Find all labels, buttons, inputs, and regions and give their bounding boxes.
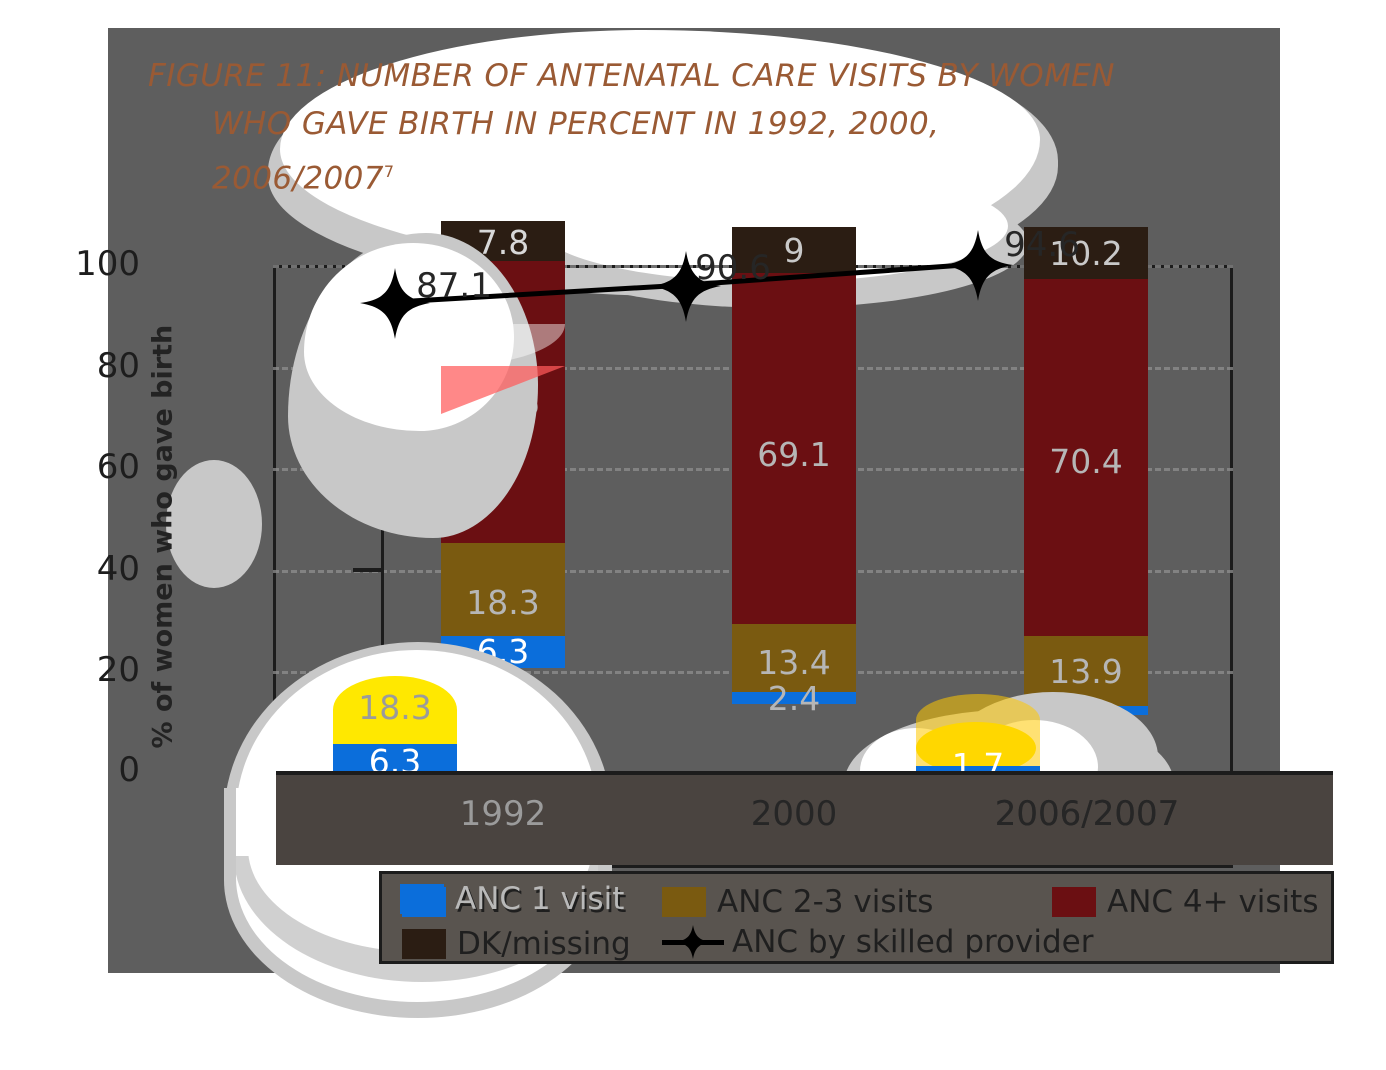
bar-segment-2000-anc1	[732, 692, 856, 704]
bar-column-2000: 2.4 13.4 69.1 9	[732, 227, 856, 718]
x-axis-zero-line	[276, 771, 1333, 775]
bar-column-2006-2007: 13.9 70.4 10.2	[1024, 227, 1148, 715]
figure-panel: FIGURE 11: NUMBER OF ANTENATAL CARE VISI…	[75, 28, 1334, 1018]
figure-title-line-3-text: 2006/2007	[212, 160, 384, 197]
figure-title-footnote: 7	[383, 162, 395, 181]
y-axis-line	[381, 281, 384, 773]
y-tick-label-0: 0	[118, 750, 140, 790]
line-point-label-2000: 90.6	[695, 248, 771, 288]
diamond-marker-icon	[662, 925, 724, 959]
y-tick-label-100: 100	[75, 244, 140, 284]
legend-label-dk-missing: DK/missing	[457, 926, 631, 962]
bar-segment-1992-anc23	[441, 543, 565, 636]
legend-label-anc-by-skilled-provider: ANC by skilled provider	[732, 924, 1094, 960]
figure-title-line-2: WHO GAVE BIRTH IN PERCENT IN 1992, 2000,	[212, 106, 940, 142]
line-point-label-1992: 87.1	[416, 266, 492, 306]
legend-item-anc-1-visit-overlay[interactable]: ANC 1 visit	[400, 881, 624, 917]
bar-segment-2000-anc4plus	[732, 273, 856, 624]
figure-title-line-3: 2006/20077	[148, 148, 1248, 202]
bar-segment-20062007-anc4plus	[1024, 279, 1148, 636]
highlight-blob-title	[280, 30, 1040, 268]
x-category-label-2000: 2000	[750, 794, 838, 834]
legend-item-anc-2-3-visits[interactable]: ANC 2-3 visits	[662, 884, 933, 920]
x-category-label-20062007-overlay: 2006/2007	[994, 794, 1180, 834]
legend-label-anc-2-3-visits: ANC 2-3 visits	[717, 884, 934, 920]
legend-swatch-dk-missing	[402, 929, 446, 959]
bar-segment-1992-anc1	[441, 636, 565, 668]
legend-label-anc-4-plus-visits: ANC 4+ visits	[1107, 884, 1319, 920]
bar-segment-20062007-anc23	[1024, 636, 1148, 706]
y-tick-60	[353, 466, 381, 471]
legend-item-anc-by-skilled-provider[interactable]: ANC by skilled provider	[662, 924, 1093, 960]
y-tick-80	[353, 364, 381, 369]
x-category-label-1992-overlay: 1992	[459, 794, 547, 834]
y-tick-40	[353, 567, 381, 572]
y-tick-label-60: 60	[96, 447, 140, 488]
legend-swatch-anc-4-plus-visits	[1052, 887, 1096, 917]
y-tick-label-80: 80	[96, 345, 140, 386]
legend-item-dk-missing[interactable]: DK/missing	[402, 926, 631, 962]
figure-title: FIGURE 11: NUMBER OF ANTENATAL CARE VISI…	[148, 52, 1248, 202]
bar-segment-20062007-anc1	[1024, 706, 1148, 715]
figure-title-line-1: FIGURE 11: NUMBER OF ANTENATAL CARE VISI…	[148, 58, 1115, 94]
y-axis-title: % of women who gave birth	[147, 324, 179, 749]
y-tick-20	[353, 669, 381, 674]
legend-item-anc-4-plus-visits[interactable]: ANC 4+ visits	[1052, 884, 1318, 920]
legend-swatch-anc-2-3-visits	[662, 887, 706, 917]
legend-label-anc-1-visit-overlay: ANC 1 visit	[455, 881, 625, 917]
bar-segment-20062007-dkmissing	[1024, 227, 1148, 279]
highlight-blob-yaxis	[166, 460, 262, 588]
legend-swatch-anc-1-visit-overlay	[400, 884, 444, 914]
y-tick-label-20: 20	[96, 650, 140, 691]
line-point-label-20062007: 94.6	[1004, 225, 1080, 265]
bar-segment-2000-anc23	[732, 624, 856, 692]
bar-segment-1992-dkmissing	[441, 221, 565, 261]
y-tick-label-40: 40	[96, 548, 140, 589]
